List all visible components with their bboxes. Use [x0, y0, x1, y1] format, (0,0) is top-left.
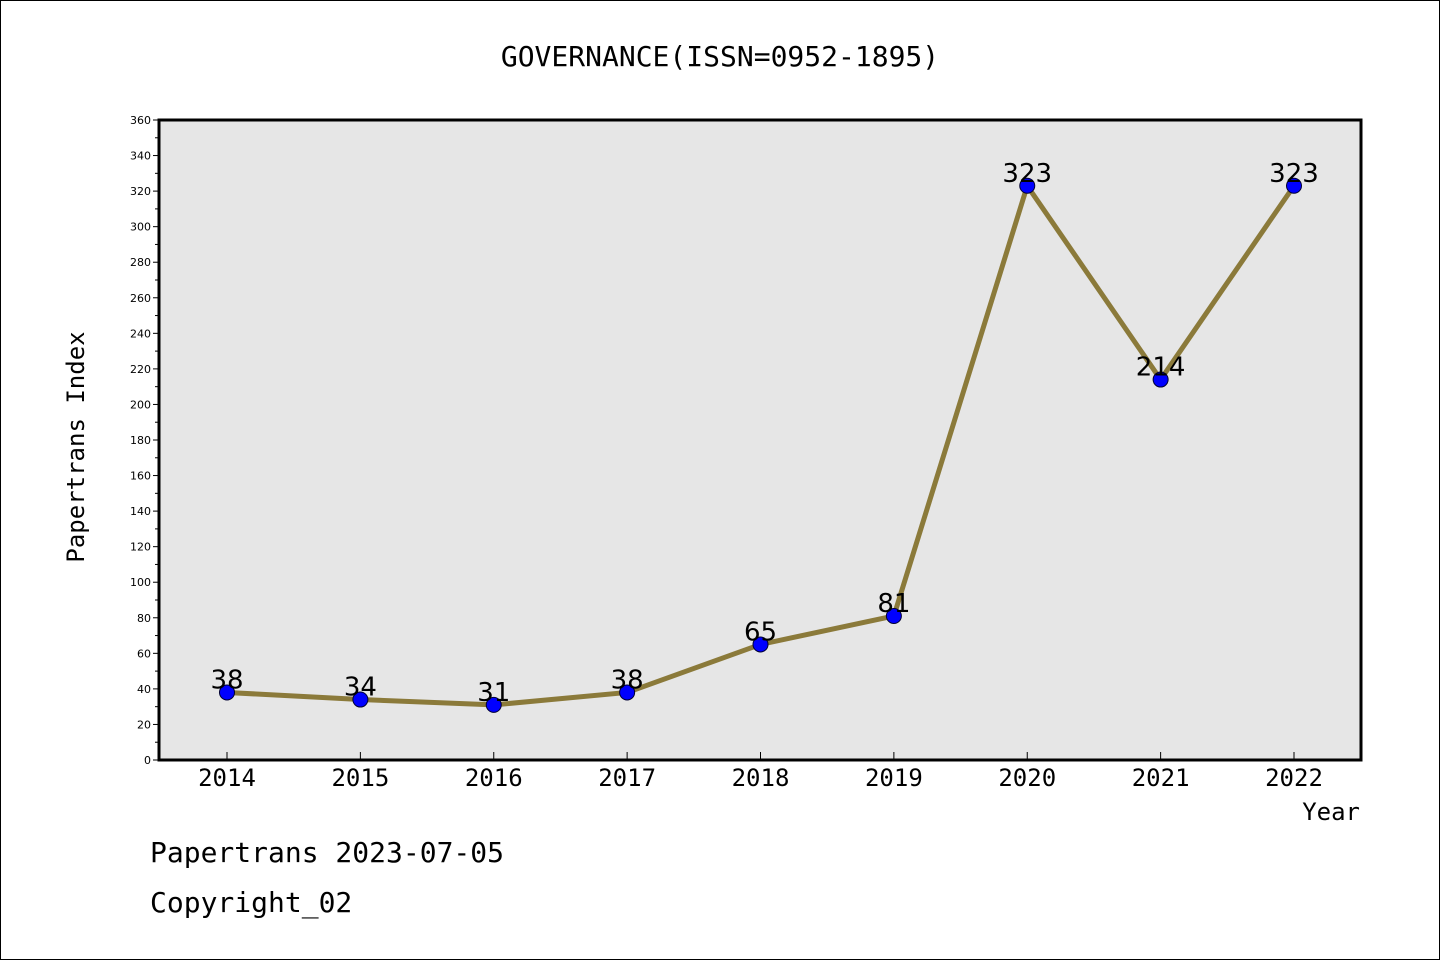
x-tick-label: 2020 [998, 764, 1056, 792]
y-tick-label: 360 [130, 114, 151, 127]
data-label: 31 [477, 678, 510, 708]
data-label: 65 [744, 617, 777, 647]
x-axis-label: Year [1302, 798, 1360, 826]
y-tick-label: 80 [137, 612, 151, 625]
y-tick-label: 180 [130, 434, 151, 447]
data-labels: 38 34 31 38 65 81 323 214 323 [210, 159, 1318, 708]
data-point [219, 684, 235, 701]
data-point [619, 684, 636, 701]
y-axis-label: Papertrans Index [62, 331, 90, 562]
data-point [885, 608, 902, 624]
data-label: 323 [1269, 159, 1319, 189]
data-label: 81 [877, 589, 910, 619]
data-point [1019, 177, 1036, 194]
data-label: 214 [1136, 353, 1186, 383]
y-tick-label: 240 [130, 327, 151, 340]
chart-title: GOVERNANCE(ISSN=0952-1895) [501, 40, 939, 73]
y-tick-label: 300 [130, 221, 151, 234]
data-point [1286, 177, 1302, 194]
data-point [352, 691, 369, 708]
x-tick-label: 2022 [1265, 764, 1323, 792]
x-axis: 2014 2015 2016 2017 2018 2019 2020 2021 2022 [198, 752, 1323, 792]
y-tick-label: 100 [130, 576, 151, 589]
x-tick-label: 2018 [732, 764, 790, 792]
y-tick-label: 0 [144, 754, 151, 767]
y-tick-label: 260 [130, 292, 151, 305]
y-tick-label: 200 [130, 398, 151, 411]
y-tick-label: 120 [130, 541, 151, 554]
y-tick-label: 280 [130, 256, 151, 269]
data-point [752, 636, 769, 653]
data-label: 38 [210, 665, 243, 695]
y-axis: 0 20 40 60 80 100 120 140 160 180 200 220 240 260 280 3… [130, 114, 159, 767]
footer-date: Papertrans 2023-07-05 [150, 836, 505, 869]
y-tick-label: 40 [137, 683, 151, 696]
y-tick-label: 340 [130, 150, 151, 163]
series-markers [219, 177, 1302, 713]
footer-copyright: Copyright_02 [150, 886, 353, 919]
x-tick-label: 2019 [865, 764, 923, 792]
y-tick-label: 320 [130, 185, 151, 198]
data-label: 323 [1002, 159, 1052, 189]
data-label: 34 [344, 673, 377, 703]
y-tick-label: 160 [130, 470, 151, 483]
x-tick-label: 2015 [331, 764, 389, 792]
x-tick-label: 2021 [1132, 764, 1190, 792]
plot-area [157, 118, 1363, 762]
y-tick-label: 140 [130, 505, 151, 518]
x-tick-label: 2017 [598, 764, 656, 792]
y-tick-label: 60 [137, 647, 151, 660]
x-tick-label: 2014 [198, 764, 256, 792]
x-tick-label: 2016 [465, 764, 523, 792]
y-tick-label: 20 [137, 718, 151, 731]
data-point [485, 696, 502, 713]
data-label: 38 [611, 665, 644, 695]
data-point [1152, 371, 1169, 388]
y-tick-label: 220 [130, 363, 151, 376]
